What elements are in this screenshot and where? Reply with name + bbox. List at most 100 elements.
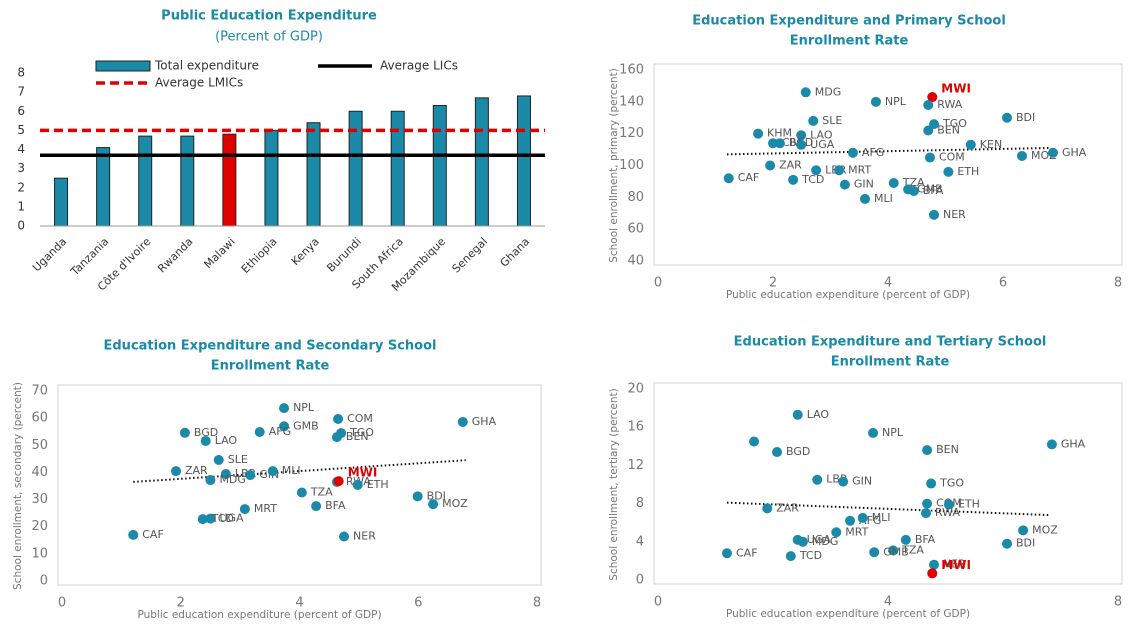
y-tick-label: 4 (17, 142, 25, 156)
chart-subtitle: (Percent of GDP) (215, 30, 323, 45)
y-tick-label: 5 (17, 123, 25, 137)
point-label: MRT (848, 163, 871, 176)
data-point (920, 508, 931, 519)
point-label: GMB (917, 182, 943, 195)
chart-title: Enrollment Rate (831, 355, 950, 370)
data-point (831, 527, 842, 538)
data-point (765, 160, 776, 171)
y-tick-label: 20 (627, 382, 644, 397)
point-label: MDG (815, 85, 842, 98)
bar (180, 135, 195, 227)
data-point (352, 479, 363, 490)
y-tick-label: 160 (619, 63, 644, 78)
point-label: UGA (219, 512, 244, 525)
data-point (929, 209, 939, 220)
data-point (1048, 147, 1059, 158)
y-tick-label: 8 (17, 66, 25, 80)
data-point (888, 545, 899, 556)
bar (306, 122, 321, 227)
point-label: AFG (269, 425, 291, 438)
point-label: GMB (293, 419, 319, 432)
point-label: NPL (885, 95, 907, 108)
x-tick-label: Ghana (498, 235, 533, 270)
point-label: BEN (937, 123, 960, 136)
point-label: MWI (348, 466, 378, 480)
data-point (1002, 538, 1013, 549)
point-label: TGO (942, 117, 967, 130)
plot-frame (57, 384, 542, 586)
data-point (788, 174, 799, 185)
point-label: CIV (782, 136, 801, 149)
data-point (296, 487, 307, 498)
point-label: NPL (293, 401, 315, 414)
point-label: MDG (812, 535, 839, 548)
trend-line (726, 501, 1050, 517)
data-point (838, 476, 849, 487)
plot-frame (653, 63, 1123, 266)
point-label: GHA (1062, 146, 1087, 159)
y-tick-label: 30 (31, 492, 48, 507)
data-point (834, 165, 845, 176)
point-label: GHA (472, 415, 497, 428)
data-point (924, 152, 935, 163)
data-point (220, 469, 231, 480)
data-point (792, 409, 803, 420)
point-label: BEN (936, 443, 959, 456)
point-label: ZAR (779, 159, 802, 172)
bar (390, 110, 405, 227)
point-label: SLE (822, 114, 842, 127)
y-tick-label: 16 (627, 420, 644, 435)
point-label: MLI (282, 464, 301, 477)
point-label: MOZ (1032, 523, 1058, 536)
y-tick-label: 3 (17, 161, 25, 175)
point-label: BFA (923, 184, 944, 197)
x-tick-label: Senegal (450, 235, 491, 276)
point-label: ZAR (776, 501, 799, 514)
data-point (847, 147, 858, 158)
data-point (922, 445, 933, 456)
point-label: TCD (211, 512, 234, 525)
data-point (333, 476, 344, 487)
data-point (749, 436, 760, 447)
y-tick-label: 4 (636, 534, 644, 549)
data-point (860, 193, 870, 204)
x-tick-label: 6 (999, 276, 1007, 291)
point-label: KEN (980, 138, 1002, 151)
point-label: NER (943, 208, 966, 221)
point-label: MRT (254, 502, 277, 515)
data-point (197, 514, 208, 525)
data-point (200, 435, 211, 446)
data-point (888, 178, 899, 189)
point-label: MWI (941, 558, 971, 572)
data-point (839, 179, 850, 190)
point-label: BFA (915, 533, 936, 546)
data-point (1016, 150, 1027, 161)
point-label: ETH (367, 478, 389, 491)
x-axis-label: Public education expenditure (percent of… (137, 609, 381, 621)
point-label: CAF (736, 546, 758, 559)
x-tick-label: 2 (769, 276, 777, 291)
x-tick-label: 0 (58, 596, 66, 611)
x-tick-label: Kenya (289, 235, 322, 268)
point-label: ETH (958, 498, 980, 511)
point-label: LAO (215, 434, 238, 447)
x-axis-label: Public education expenditure (percent of… (726, 289, 970, 301)
data-point (943, 166, 954, 177)
data-point (922, 498, 933, 509)
point-label: CAF (142, 528, 164, 541)
point-label: GMB (883, 545, 909, 558)
point-label: ETH (957, 165, 979, 178)
y-tick-label: 50 (31, 438, 48, 453)
data-point (923, 100, 934, 111)
x-tick-label: Tanzania (68, 235, 112, 279)
y-tick-label: 60 (31, 411, 48, 426)
data-point (723, 173, 734, 184)
data-point (205, 475, 216, 486)
point-label: COM (347, 412, 373, 425)
data-point (1018, 525, 1029, 536)
point-label: KHM (767, 127, 792, 140)
chart-title: Enrollment Rate (790, 34, 909, 49)
point-label: BDI (1016, 537, 1035, 550)
x-tick-label: 8 (533, 596, 541, 611)
point-label: NER (353, 529, 376, 542)
